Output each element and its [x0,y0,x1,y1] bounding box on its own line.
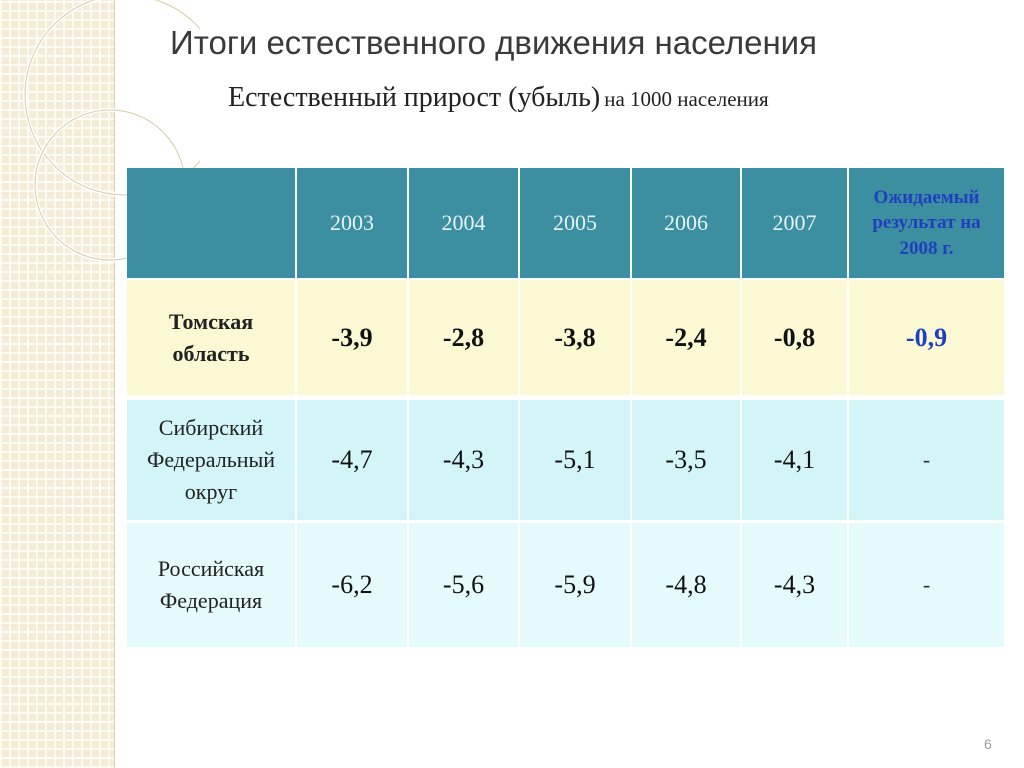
value-cell: -5,6 [409,523,518,647]
header-cell: 2004 [409,168,518,278]
header-cell: Ожидаемый результат на 2008 г. [849,168,1004,278]
row-label: Сибирский Федеральный округ [127,400,295,520]
value-cell: -5,9 [520,523,630,647]
subtitle-main: Естественный прирост (убыль) [228,82,601,113]
value-cell: -4,1 [742,400,847,520]
value-cell: -3,5 [632,400,740,520]
value-cell: - [849,400,1004,520]
value-cell: -6,2 [297,523,407,647]
value-cell: -2,4 [632,280,740,395]
header-cell: 2007 [742,168,847,278]
row-label: Российская Федерация [127,523,295,647]
value-cell: -3,8 [520,280,630,395]
decor-strip [0,0,115,768]
subtitle-unit: на 1000 населения [604,87,769,111]
value-cell: -4,8 [632,523,740,647]
title: Итоги естественного движения населения [170,24,817,61]
value-cell: -0,9 [849,280,1004,395]
row-label: Томская область [127,280,295,395]
subtitle: Естественный прирост (убыль) на 1000 нас… [228,82,769,114]
value-cell: -2,8 [409,280,518,395]
value-cell: -4,3 [409,400,518,520]
page-number: 6 [984,736,992,752]
header-cell: 2006 [632,168,740,278]
value-cell: -3,9 [297,280,407,395]
value-cell: -0,8 [742,280,847,395]
header-cell: 2003 [297,168,407,278]
header-cell: 2005 [520,168,630,278]
header-cell [127,168,295,278]
value-cell: -4,3 [742,523,847,647]
value-cell: - [849,523,1004,647]
value-cell: -4,7 [297,400,407,520]
value-cell: -5,1 [520,400,630,520]
